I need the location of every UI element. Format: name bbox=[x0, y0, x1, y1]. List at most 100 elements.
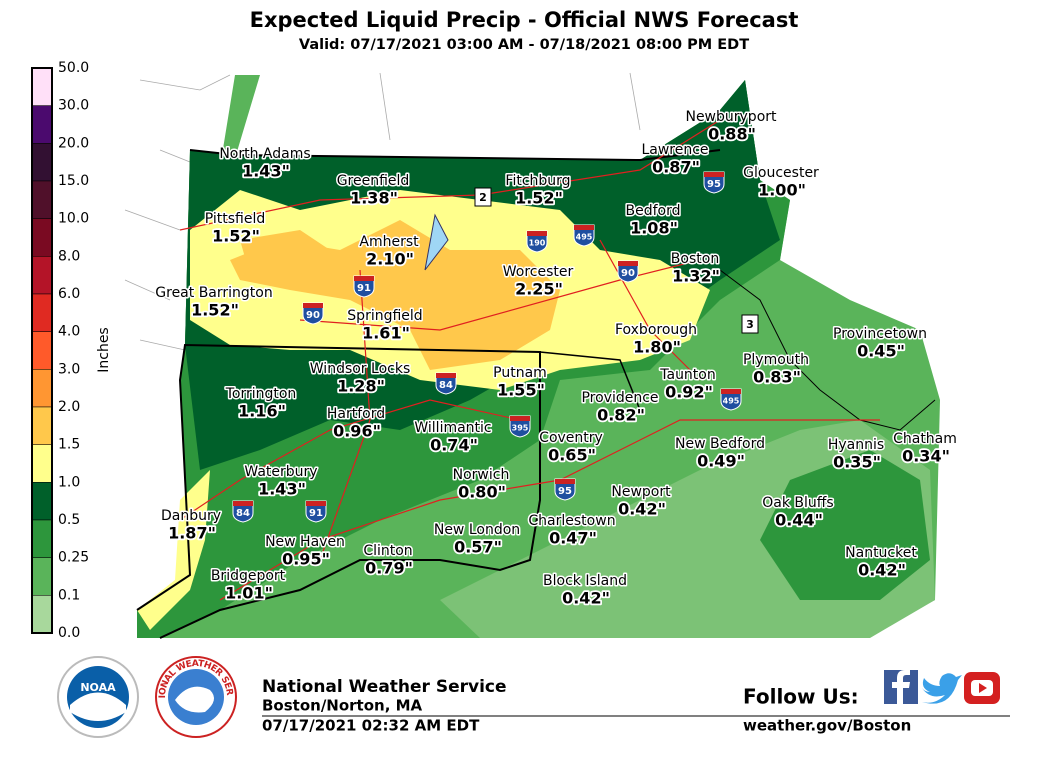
shield-number: 190 bbox=[529, 239, 546, 248]
city-name: New London bbox=[434, 522, 520, 538]
city-name: Clinton bbox=[363, 543, 412, 559]
city-amount: 0.49" bbox=[697, 452, 745, 471]
city-name: Coventry bbox=[539, 430, 603, 446]
shield-top bbox=[303, 303, 323, 308]
legend-label: 2.0 bbox=[58, 399, 80, 415]
city-name: Providence bbox=[581, 390, 658, 406]
legend-swatch bbox=[31, 595, 53, 634]
legend-title: Inches bbox=[96, 327, 112, 372]
route-shield: 190 bbox=[526, 230, 548, 253]
shield-number: 84 bbox=[439, 380, 453, 391]
shield-number: 3 bbox=[746, 318, 754, 331]
city-name: Block Island bbox=[543, 573, 627, 589]
city-amount: 1.00" bbox=[758, 181, 806, 200]
city-name: Bedford bbox=[626, 203, 681, 219]
city-amount: 1.38" bbox=[350, 189, 398, 208]
city-amount: 2.25" bbox=[515, 280, 563, 299]
shield-number: 495 bbox=[723, 397, 740, 406]
city-amount: 0.74" bbox=[430, 436, 478, 455]
shield-number: 91 bbox=[309, 508, 323, 519]
shield-body bbox=[305, 500, 327, 523]
city-amount: 0.96" bbox=[333, 422, 381, 441]
city-amount: 1.80" bbox=[633, 338, 681, 357]
legend-swatch bbox=[31, 331, 53, 370]
shield-body bbox=[617, 260, 639, 283]
legend-swatch bbox=[31, 105, 53, 144]
city-amount: 0.42" bbox=[562, 589, 610, 608]
shield-top bbox=[306, 501, 326, 506]
shield-box bbox=[741, 314, 759, 334]
route-shield: 395 bbox=[509, 415, 531, 438]
shield-body bbox=[509, 415, 531, 438]
legend-swatch bbox=[31, 519, 53, 558]
city-name: Norwich bbox=[453, 467, 510, 483]
legend-label: 0.1 bbox=[58, 587, 80, 603]
shield-body bbox=[526, 230, 548, 253]
city-name: Taunton bbox=[659, 367, 716, 383]
city-amount: 1.01" bbox=[225, 584, 273, 603]
city-name: Lawrence bbox=[641, 142, 708, 158]
shield-top bbox=[510, 416, 530, 421]
shield-body bbox=[353, 275, 375, 298]
shield-body bbox=[703, 171, 725, 194]
city-name: New Bedford bbox=[675, 436, 765, 452]
legend-swatch bbox=[31, 293, 53, 332]
subtitle: Valid: 07/17/2021 03:00 AM - 07/18/2021 … bbox=[299, 37, 749, 53]
route-shield: 495 bbox=[573, 224, 595, 247]
shield-number: 95 bbox=[707, 179, 721, 190]
shield-number: 95 bbox=[558, 486, 572, 497]
city-name: Waterbury bbox=[244, 464, 317, 480]
city-name: Hyannis bbox=[828, 437, 884, 453]
shield-number: 84 bbox=[236, 508, 250, 519]
city-amount: 0.34" bbox=[902, 447, 950, 466]
city-name: Danbury bbox=[161, 508, 221, 524]
route-shield: 90 bbox=[302, 302, 324, 325]
city-amount: 1.52" bbox=[212, 227, 260, 246]
legend-label: 0.0 bbox=[58, 625, 80, 641]
twitter-icon[interactable] bbox=[922, 673, 962, 704]
legend-swatch bbox=[31, 482, 53, 521]
city-amount: 0.88" bbox=[708, 125, 756, 144]
shield-body bbox=[720, 388, 742, 411]
city-name: Nantucket bbox=[845, 545, 917, 561]
shield-box bbox=[474, 187, 492, 207]
city-name: Newburyport bbox=[685, 109, 777, 125]
city-amount: 1.52" bbox=[515, 189, 563, 208]
city-name: Windsor Locks bbox=[310, 361, 410, 377]
city-amount: 1.16" bbox=[238, 402, 286, 421]
route-shield: 91 bbox=[353, 275, 375, 298]
city-amount: 0.82" bbox=[597, 406, 645, 425]
shield-top bbox=[436, 373, 456, 378]
city-amount: 0.42" bbox=[858, 561, 906, 580]
legend-label: 50.0 bbox=[58, 60, 89, 76]
title: Expected Liquid Precip - Official NWS Fo… bbox=[250, 8, 799, 32]
legend-label: 3.0 bbox=[58, 361, 80, 377]
legend-label: 0.5 bbox=[58, 512, 80, 528]
legend-swatch bbox=[31, 406, 53, 445]
legend-label: 8.0 bbox=[58, 248, 80, 264]
city-amount: 0.42" bbox=[618, 500, 666, 519]
city-amount: 0.87" bbox=[652, 158, 700, 177]
office: Boston/Norton, MA bbox=[262, 697, 423, 715]
shield-body bbox=[435, 372, 457, 395]
route-shield: 95 bbox=[554, 478, 576, 501]
shield-number: 495 bbox=[576, 233, 593, 242]
url[interactable]: weather.gov/Boston bbox=[743, 717, 911, 735]
